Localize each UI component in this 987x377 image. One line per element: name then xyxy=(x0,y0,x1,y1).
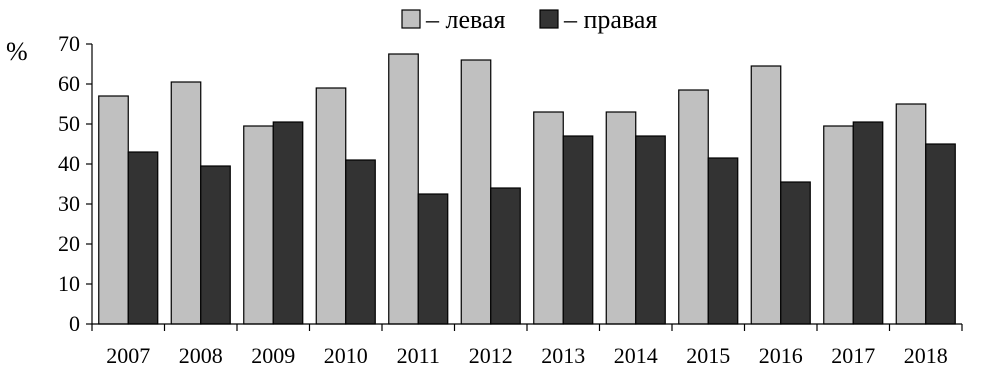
y-tick-label-70: 70 xyxy=(58,31,80,56)
y-tick-label-40: 40 xyxy=(58,151,80,176)
y-tick-label-30: 30 xyxy=(58,191,80,216)
bar-right-2014 xyxy=(635,135,666,325)
x-tick-label-2009: 2009 xyxy=(251,343,295,368)
bar-left-2016 xyxy=(750,65,782,325)
bar-right-2018 xyxy=(925,143,956,325)
bar-left-2012 xyxy=(460,59,492,325)
x-tick-label-2018: 2018 xyxy=(904,343,948,368)
bar-right-2009 xyxy=(272,121,304,325)
bar-right-2008 xyxy=(200,165,231,325)
bar-right-2007 xyxy=(127,151,159,325)
y-tick-label-60: 60 xyxy=(58,71,80,96)
y-tick-label-50: 50 xyxy=(58,111,80,136)
bar-right-2016 xyxy=(780,181,811,325)
x-tick-label-2012: 2012 xyxy=(469,343,513,368)
legend-label-right: – правая xyxy=(563,5,657,34)
bar-right-2013 xyxy=(562,135,594,325)
axes-group: 0 10 20 30 40 50 60 70 2007 2008 2009 2010 2011 2012 2… xyxy=(58,31,963,368)
bar-left-2011 xyxy=(388,53,419,325)
legend-swatch-right xyxy=(539,9,559,29)
x-tick-label-2008: 2008 xyxy=(179,343,223,368)
bar-right-2015 xyxy=(707,157,739,325)
y-tick-label-20: 20 xyxy=(58,231,80,256)
x-tick-label-2016: 2016 xyxy=(759,343,803,368)
x-tick-label-2010: 2010 xyxy=(324,343,368,368)
x-tick-label-2013: 2013 xyxy=(541,343,585,368)
y-axis-label: % xyxy=(6,37,28,66)
bar-left-2010 xyxy=(315,87,347,325)
bar-left-2009 xyxy=(243,125,274,325)
bar-left-2018 xyxy=(895,103,927,325)
x-tick-label-2017: 2017 xyxy=(831,343,875,368)
bar-right-2010 xyxy=(345,159,376,325)
legend-swatch-left xyxy=(401,9,421,29)
bar-right-2012 xyxy=(490,187,521,325)
x-tick-label-2007: 2007 xyxy=(106,343,150,368)
bar-right-2011 xyxy=(417,193,449,325)
x-tick-label-2015: 2015 xyxy=(686,343,730,368)
legend: – левая – правая xyxy=(401,5,657,34)
x-tick-label-2014: 2014 xyxy=(614,343,658,368)
legend-label-left: – левая xyxy=(425,5,505,34)
x-tick-label-2011: 2011 xyxy=(397,343,440,368)
y-tick-label-0: 0 xyxy=(69,311,80,336)
bar-left-2008 xyxy=(170,81,202,325)
bar-left-2013 xyxy=(533,111,564,325)
bar-right-2017 xyxy=(852,121,884,325)
bar-left-2014 xyxy=(605,111,637,325)
bars-group xyxy=(98,53,956,325)
y-tick-label-10: 10 xyxy=(58,271,80,296)
bar-left-2017 xyxy=(823,125,854,325)
bar-left-2015 xyxy=(678,89,709,325)
bar-left-2007 xyxy=(98,95,129,325)
